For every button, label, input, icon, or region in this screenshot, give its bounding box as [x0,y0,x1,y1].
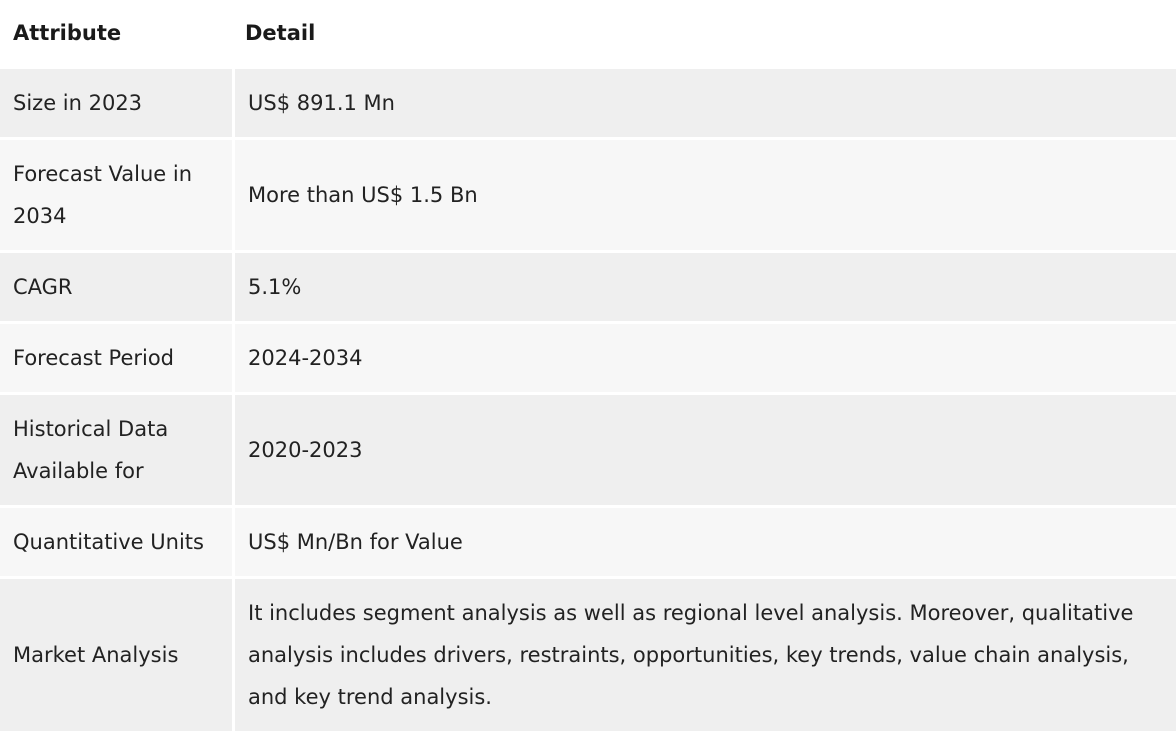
header-attribute: Attribute [0,0,232,66]
table-row: Forecast Value in 2034 More than US$ 1.5… [0,137,1176,250]
attribute-cell: Market Analysis [0,576,232,731]
table-row: Historical Data Available for 2020-2023 [0,392,1176,505]
detail-cell: US$ 891.1 Mn [232,66,1176,137]
detail-cell: More than US$ 1.5 Bn [232,137,1176,250]
table-row: CAGR 5.1% [0,250,1176,321]
detail-cell: 5.1% [232,250,1176,321]
attribute-cell: Forecast Period [0,321,232,392]
detail-cell: US$ Mn/Bn for Value [232,505,1176,576]
attribute-cell: Size in 2023 [0,66,232,137]
table-row: Size in 2023 US$ 891.1 Mn [0,66,1176,137]
table-row: Market Analysis It includes segment anal… [0,576,1176,731]
table-row: Quantitative Units US$ Mn/Bn for Value [0,505,1176,576]
detail-cell: 2020-2023 [232,392,1176,505]
detail-cell: 2024-2034 [232,321,1176,392]
header-detail: Detail [232,0,1176,66]
attribute-cell: Quantitative Units [0,505,232,576]
table-header-row: Attribute Detail [0,0,1176,66]
attribute-cell: CAGR [0,250,232,321]
table-row: Forecast Period 2024-2034 [0,321,1176,392]
detail-cell: It includes segment analysis as well as … [232,576,1176,731]
attribute-cell: Forecast Value in 2034 [0,137,232,250]
attribute-cell: Historical Data Available for [0,392,232,505]
